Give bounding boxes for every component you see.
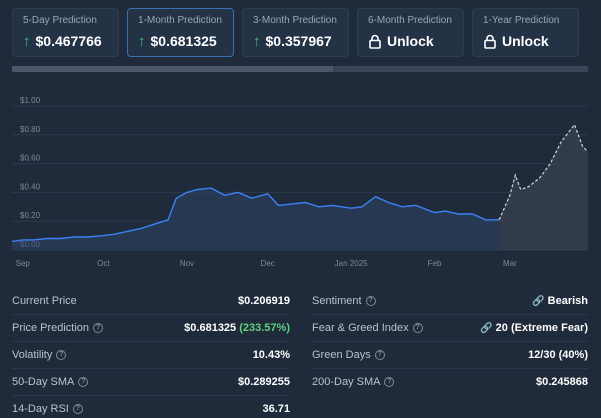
divider <box>12 314 290 315</box>
stat-50-day-sma: 50-Day SMA? $0.289255 <box>12 369 290 395</box>
stat-value: $0.245868 <box>536 376 588 388</box>
stat-label: 50-Day SMA <box>12 376 75 388</box>
stat-value: 12/30 (40%) <box>528 349 588 361</box>
x-tick-label: Sep <box>16 259 31 268</box>
y-tick-label: $0.40 <box>20 182 41 191</box>
stat-value: 10.43% <box>252 349 290 361</box>
x-tick-label: Dec <box>261 259 275 268</box>
stat-green-days: Green Days? 12/30 (40%) <box>312 342 588 368</box>
y-tick-label: $1.00 <box>20 96 41 105</box>
stat-value: $0.681325 <box>184 322 237 334</box>
up-arrow-icon: ↑ <box>138 32 146 50</box>
help-icon[interactable]: ? <box>365 296 376 306</box>
prediction-card-value: $0.467766 <box>35 33 102 49</box>
divider <box>12 341 290 342</box>
y-tick-label: $0.60 <box>20 154 41 163</box>
y-tick-label: $0.80 <box>20 125 41 134</box>
x-tick-label: Oct <box>97 259 110 268</box>
prediction-card-value: $0.357967 <box>265 33 332 49</box>
stat-price-prediction: Price Prediction? $0.681325 (233.57%) <box>12 315 290 341</box>
historical-line <box>12 187 500 243</box>
prediction-card-6-month[interactable]: 6-Month Prediction Unlock <box>357 8 464 57</box>
prediction-card-title: 5-Day Prediction <box>23 15 97 26</box>
stat-label: Fear & Greed Index <box>312 322 409 334</box>
help-icon[interactable]: ? <box>384 377 395 387</box>
forecast-line <box>498 123 588 221</box>
stat-fear-greed-index: Fear & Greed Index? 🔗 20 (Extreme Fear) <box>312 315 588 341</box>
divider <box>12 395 290 396</box>
stat-label: 14-Day RSI <box>12 403 69 415</box>
divider <box>312 368 588 369</box>
stat-label: Green Days <box>312 349 371 361</box>
stat-sentiment: Sentiment? 🔗 Bearish <box>312 288 588 314</box>
prediction-card-title: 1-Year Prediction <box>483 15 560 26</box>
stat-volatility: Volatility? 10.43% <box>12 342 290 368</box>
prediction-card-1-year[interactable]: 1-Year Prediction Unlock <box>472 8 579 57</box>
up-arrow-icon: ↑ <box>23 32 31 50</box>
prediction-card-title: 6-Month Prediction <box>368 15 452 26</box>
stat-value: $0.289255 <box>238 376 290 388</box>
lock-icon <box>484 34 496 49</box>
stat-value[interactable]: 20 (Extreme Fear) <box>495 322 588 334</box>
prediction-card-value: $0.681325 <box>150 33 217 49</box>
stat-value: $0.206919 <box>238 295 290 307</box>
help-icon[interactable]: ? <box>72 404 83 414</box>
prediction-card-1-month[interactable]: 1-Month Prediction ↑ $0.681325 <box>127 8 234 57</box>
link-icon: 🔗 <box>480 323 493 334</box>
prediction-card-title: 1-Month Prediction <box>138 15 222 26</box>
prediction-card-5-day[interactable]: 5-Day Prediction ↑ $0.467766 <box>12 8 119 57</box>
stat-change-percent: (233.57%) <box>239 322 290 334</box>
link-icon: 🔗 <box>532 296 545 307</box>
help-icon[interactable]: ? <box>412 323 423 333</box>
timeframe-range-selected[interactable] <box>12 66 333 72</box>
stat-value: 36.71 <box>262 403 290 415</box>
y-tick-label: $0.20 <box>20 211 41 220</box>
divider <box>12 368 290 369</box>
stat-label: Price Prediction <box>12 322 90 334</box>
stat-label: Volatility <box>12 349 53 361</box>
help-icon[interactable]: ? <box>78 377 89 387</box>
stat-value[interactable]: Bearish <box>547 295 588 307</box>
help-icon[interactable]: ? <box>374 350 385 360</box>
stat-label: 200-Day SMA <box>312 376 381 388</box>
up-arrow-icon: ↑ <box>253 32 261 50</box>
historical-area <box>12 188 500 250</box>
x-tick-label: Jan 2025 <box>335 259 368 268</box>
price-chart-svg: $0.00$0.20$0.40$0.60$0.80$1.00SepOctNovD… <box>12 96 588 268</box>
help-icon[interactable]: ? <box>93 323 104 333</box>
x-tick-label: Feb <box>428 259 442 268</box>
divider <box>312 314 588 315</box>
stat-14-day-rsi: 14-Day RSI? 36.71 <box>12 396 290 418</box>
x-tick-label: Mar <box>503 259 517 268</box>
forecast-area <box>499 124 588 250</box>
help-icon[interactable]: ? <box>56 350 67 360</box>
unlock-button[interactable]: Unlock <box>502 33 549 49</box>
timeframe-range-bar[interactable] <box>12 66 588 72</box>
x-tick-label: Nov <box>180 259 194 268</box>
stat-200-day-sma: 200-Day SMA? $0.245868 <box>312 369 588 395</box>
prediction-card-title: 3-Month Prediction <box>253 15 337 26</box>
stat-label: Current Price <box>12 295 77 307</box>
lock-icon <box>369 34 381 49</box>
divider <box>312 341 588 342</box>
prediction-cards: 5-Day Prediction ↑ $0.467766 1-Month Pre… <box>12 8 579 57</box>
stat-label: Sentiment <box>312 295 362 307</box>
stat-current-price: Current Price $0.206919 <box>12 288 290 314</box>
unlock-button[interactable]: Unlock <box>387 33 434 49</box>
prediction-card-3-month[interactable]: 3-Month Prediction ↑ $0.357967 <box>242 8 349 57</box>
price-chart: $0.00$0.20$0.40$0.60$0.80$1.00SepOctNovD… <box>12 96 588 274</box>
